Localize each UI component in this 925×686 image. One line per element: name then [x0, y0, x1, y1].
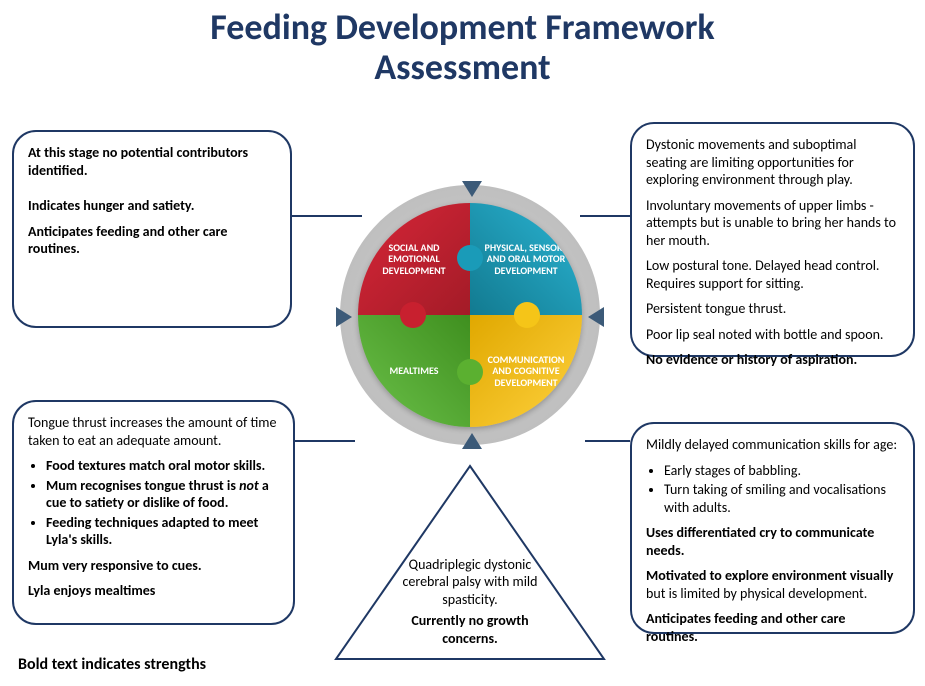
puzzle-nub-2	[400, 302, 426, 328]
quad-social-emotional: SOCIAL AND EMOTIONAL DEVELOPMENT	[358, 203, 470, 315]
quad-br-label: COMMUNICATION AND COGNITIVE DEVELOPMENT	[480, 354, 572, 389]
box-bl-li2: Mum recognises tongue thrust is not a cu…	[46, 477, 279, 512]
puzzle-diagram: SOCIAL AND EMOTIONAL DEVELOPMENT PHYSICA…	[340, 185, 600, 445]
title-line-2: Assessment	[0, 48, 925, 88]
box-tr-p1: Dystonic movements and suboptimal seatin…	[646, 136, 899, 189]
box-br-p1: Mildly delayed communication skills for …	[646, 436, 899, 454]
page-title: Feeding Development Framework Assessment	[0, 0, 925, 87]
box-br-p2: Uses differentiated cry to communicate n…	[646, 524, 874, 559]
box-br-list: Early stages of babbling. Turn taking of…	[646, 462, 899, 517]
puzzle-nub-4	[457, 359, 483, 385]
ring-arrow-top	[462, 181, 482, 197]
box-bl-list: Food textures match oral motor skills. M…	[28, 457, 279, 549]
box-br-li2: Turn taking of smiling and vocalisations…	[664, 481, 899, 516]
box-bl-li2a: Mum recognises tongue thrust is	[46, 477, 239, 494]
quad-bl-label: MEALTIMES	[390, 365, 439, 377]
box-tr-p6: No evidence or history of aspiration.	[646, 351, 857, 368]
quad-physical-sensory: PHYSICAL, SENSORY AND ORAL MOTOR DEVELOP…	[470, 203, 582, 315]
box-tr-p4: Persistent tongue thrust.	[646, 300, 899, 318]
triangle-line1: Quadriplegic dystonic cerebral palsy wit…	[390, 556, 550, 609]
box-br-p4: Anticipates feeding and other care routi…	[646, 610, 845, 645]
quad-mealtimes: MEALTIMES	[358, 315, 470, 427]
quad-tl-label: SOCIAL AND EMOTIONAL DEVELOPMENT	[368, 242, 460, 277]
box-mealtimes: Tongue thrust increases the amount of ti…	[12, 400, 295, 625]
box-tr-p2: Involuntary movements of upper limbs - a…	[646, 197, 899, 250]
puzzle-nub-1	[457, 245, 483, 271]
box-bl-p1: Tongue thrust increases the amount of ti…	[28, 414, 279, 449]
triangle-text: Quadriplegic dystonic cerebral palsy wit…	[390, 556, 550, 648]
ring-arrow-bottom	[462, 433, 482, 449]
box-br-p3a: Motivated to explore environment visuall…	[646, 567, 893, 584]
triangle-line2: Currently no growth concerns.	[411, 612, 528, 647]
box-physical-sensory: Dystonic movements and suboptimal seatin…	[630, 122, 915, 357]
box-bl-p3: Lyla enjoys mealtimes	[28, 582, 155, 599]
box-br-li1: Early stages of babbling.	[664, 462, 899, 480]
ring-arrow-left	[336, 307, 352, 327]
ring-arrow-right	[588, 307, 604, 327]
box-communication: Mildly delayed communication skills for …	[630, 422, 915, 634]
box-bl-li1: Food textures match oral motor skills.	[46, 457, 265, 474]
puzzle-inner: SOCIAL AND EMOTIONAL DEVELOPMENT PHYSICA…	[358, 203, 582, 427]
box-social-emotional: At this stage no potential contributors …	[12, 130, 292, 328]
box-tr-p3: Low postural tone. Delayed head control.…	[646, 257, 899, 292]
quad-tr-label: PHYSICAL, SENSORY AND ORAL MOTOR DEVELOP…	[480, 242, 572, 277]
box-br-p3: Motivated to explore environment visuall…	[646, 567, 899, 602]
box-tl-p2: Indicates hunger and satiety.	[28, 197, 194, 214]
box-tl-p3: Anticipates feeding and other care routi…	[28, 223, 227, 258]
quad-communication: COMMUNICATION AND COGNITIVE DEVELOPMENT	[470, 315, 582, 427]
footer-note: Bold text indicates strengths	[18, 655, 206, 674]
title-line-1: Feeding Development Framework	[0, 8, 925, 48]
box-bl-li2-em: not	[239, 477, 259, 494]
box-br-p3b: but is limited by physical development.	[646, 585, 867, 602]
box-bl-p2: Mum very responsive to cues.	[28, 557, 202, 574]
puzzle-nub-3	[514, 302, 540, 328]
box-tl-p1: At this stage no potential contributors …	[28, 144, 248, 179]
box-tr-p5: Poor lip seal noted with bottle and spoo…	[646, 326, 899, 344]
box-bl-li3: Feeding techniques adapted to meet Lyla'…	[46, 514, 258, 549]
triangle-callout: Quadriplegic dystonic cerebral palsy wit…	[330, 460, 610, 665]
